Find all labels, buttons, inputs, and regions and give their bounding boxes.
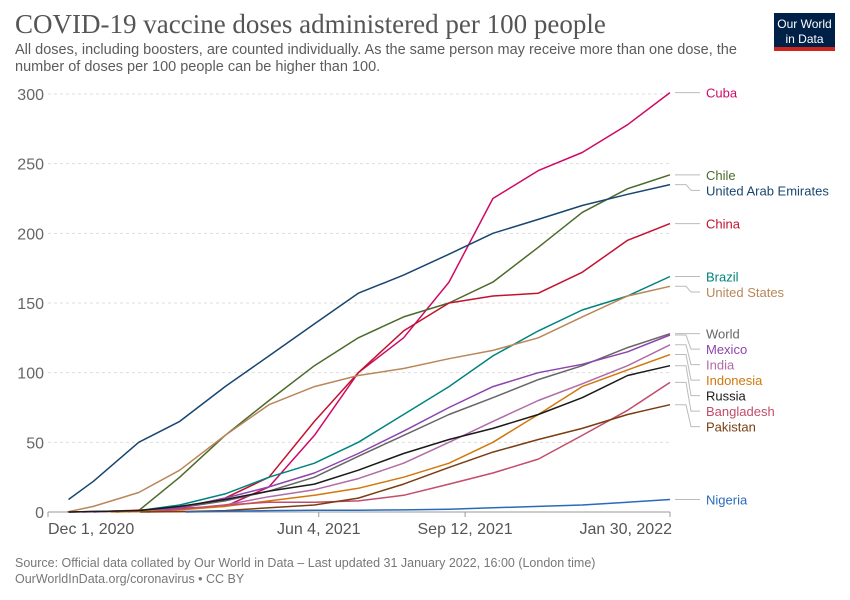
x-tick-label: Dec 1, 2020 [48,521,134,538]
series-label: Nigeria [706,492,748,507]
owid-logo[interactable]: Our World in Data [774,13,835,51]
series-lines [66,92,671,513]
series-label: Bangladesh [706,404,775,419]
label-connector [675,381,700,412]
label-connector [675,404,700,428]
series-line [68,222,671,513]
series-line [68,364,671,513]
logo-line-1: Our World [777,17,832,31]
grid: 0 50 100 150 200 250 300 Dec 1, 2020 Jun 4, 2021… [17,87,672,538]
label-connector [675,365,700,397]
series-label: United Arab Emirates [706,183,829,198]
x-tick-label: Jan 30, 2022 [579,521,672,538]
y-tick-label: 50 [26,435,44,452]
series-label: Chile [706,168,736,183]
series-label: Pakistan [706,420,756,435]
x-tick-label: Sep 12, 2021 [418,521,513,538]
series-line [68,183,671,501]
label-connector [675,354,700,381]
series-line [110,353,671,513]
series-line [147,381,671,513]
series-label: Russia [706,389,747,404]
series-line [93,92,671,513]
label-connector [675,285,700,293]
series-label: United States [706,285,785,300]
y-tick-label: 100 [17,366,44,383]
series-label: India [706,358,735,373]
y-tick-label: 0 [35,505,44,522]
chart-subtitle: All doses, including boosters, are count… [15,42,737,75]
series-label: Indonesia [706,373,763,388]
y-tick-label: 150 [17,296,44,313]
series-line [66,285,671,513]
series-label: Mexico [706,342,747,357]
logo-line-2: in Data [785,32,824,46]
label-connector [675,184,700,191]
series-label: Brazil [706,270,739,285]
series-line [128,174,671,513]
y-tick-label: 200 [17,226,44,243]
series-label: World [706,327,740,342]
series-line [185,498,671,513]
chart-title: COVID-19 vaccine doses administered per … [15,9,606,39]
label-connector [675,334,700,350]
series-line [81,334,671,513]
series-line [116,275,671,513]
source-note: Source: Official data collated by Our Wo… [15,556,596,570]
y-tick-label: 300 [17,87,44,104]
source-url[interactable]: OurWorldInData.org/coronavirus • CC BY [15,572,245,586]
y-tick-label: 250 [17,157,44,174]
x-tick-label: Jun 4, 2021 [277,521,361,538]
label-connector [675,344,700,366]
series-label: China [706,217,741,232]
series-label: Cuba [706,86,738,101]
